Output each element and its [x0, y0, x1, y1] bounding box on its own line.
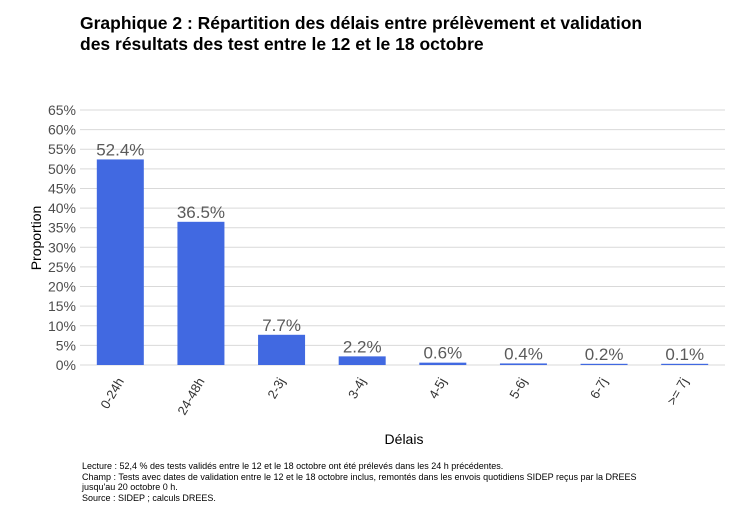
y-tick-label: 25% — [48, 259, 76, 275]
y-tick-label: 30% — [48, 239, 76, 255]
bar — [419, 362, 467, 365]
y-tick-label: 0% — [56, 357, 76, 373]
y-tick-label: 20% — [48, 279, 76, 295]
note-lecture: Lecture : 52,4 % des tests validés entre… — [82, 461, 504, 471]
x-tick-label: 5-6j — [506, 375, 530, 401]
y-tick-label: 45% — [48, 180, 76, 196]
bar — [661, 363, 709, 365]
x-tick-label: 4-5j — [426, 375, 450, 401]
gridlines — [80, 109, 725, 366]
data-label: 2.2% — [343, 337, 382, 356]
data-label: 52.4% — [96, 140, 144, 159]
y-tick-label: 65% — [48, 102, 76, 118]
note-source: Source : SIDEP ; calculs DREES. — [82, 492, 216, 503]
data-label: 0.4% — [504, 344, 543, 363]
bar — [338, 356, 386, 365]
footnotes: Lecture : 52,4 % des tests validés entre… — [82, 461, 682, 503]
data-label: 36.5% — [177, 203, 225, 222]
y-tick-label: 10% — [48, 318, 76, 334]
chart-title-line-1: Graphique 2 : Répartition des délais ent… — [80, 13, 643, 33]
data-label: 0.1% — [665, 345, 704, 364]
y-tick-label: 50% — [48, 161, 76, 177]
bar — [499, 363, 547, 365]
data-label: 0.2% — [585, 345, 624, 364]
chart-title-line-2: des résultats des test entre le 12 et le… — [80, 34, 484, 54]
bar — [258, 334, 306, 365]
data-labels: 52.4% 36.5% 7.7% 2.2% 0.6% 0.4% 0.2% 0.1% — [96, 140, 704, 363]
data-label: 0.6% — [423, 344, 462, 363]
x-tick-label: 3-4j — [345, 375, 369, 401]
bars — [96, 159, 709, 365]
y-tick-labels: 0% 5% 10% 15% 20% 25% 30% 35% 40% 45% 50% 55% 60% 65% — [48, 102, 76, 373]
x-tick-label: 2-3j — [264, 375, 288, 401]
y-tick-label: 55% — [48, 141, 76, 157]
y-tick-label: 35% — [48, 220, 76, 236]
y-axis-label: Proportion — [28, 206, 44, 271]
y-tick-label: 40% — [48, 200, 76, 216]
chart-title: Graphique 2 : Répartition des délais ent… — [80, 13, 720, 55]
bar — [96, 159, 144, 365]
x-tick-label: >= 7j — [664, 375, 692, 408]
note-champ-1: Champ : Tests avec dates de validation e… — [82, 471, 637, 482]
note-champ-2: jusqu'au 20 octobre 0 h. — [82, 482, 178, 492]
bar — [580, 363, 628, 365]
data-label: 7.7% — [262, 316, 301, 335]
bar — [177, 221, 225, 365]
x-axis-label: Délais — [385, 431, 424, 447]
x-tick-labels: 0-24h 24-48h 2-3j 3-4j 4-5j 5-6j 6-7j >= 7j — [97, 375, 691, 418]
x-tick-label: 24-48h — [174, 375, 207, 418]
y-tick-label: 5% — [56, 337, 76, 353]
y-tick-label: 60% — [48, 122, 76, 138]
x-tick-label: 6-7j — [587, 375, 611, 401]
y-tick-label: 15% — [48, 298, 76, 314]
x-tick-label: 0-24h — [97, 375, 127, 411]
